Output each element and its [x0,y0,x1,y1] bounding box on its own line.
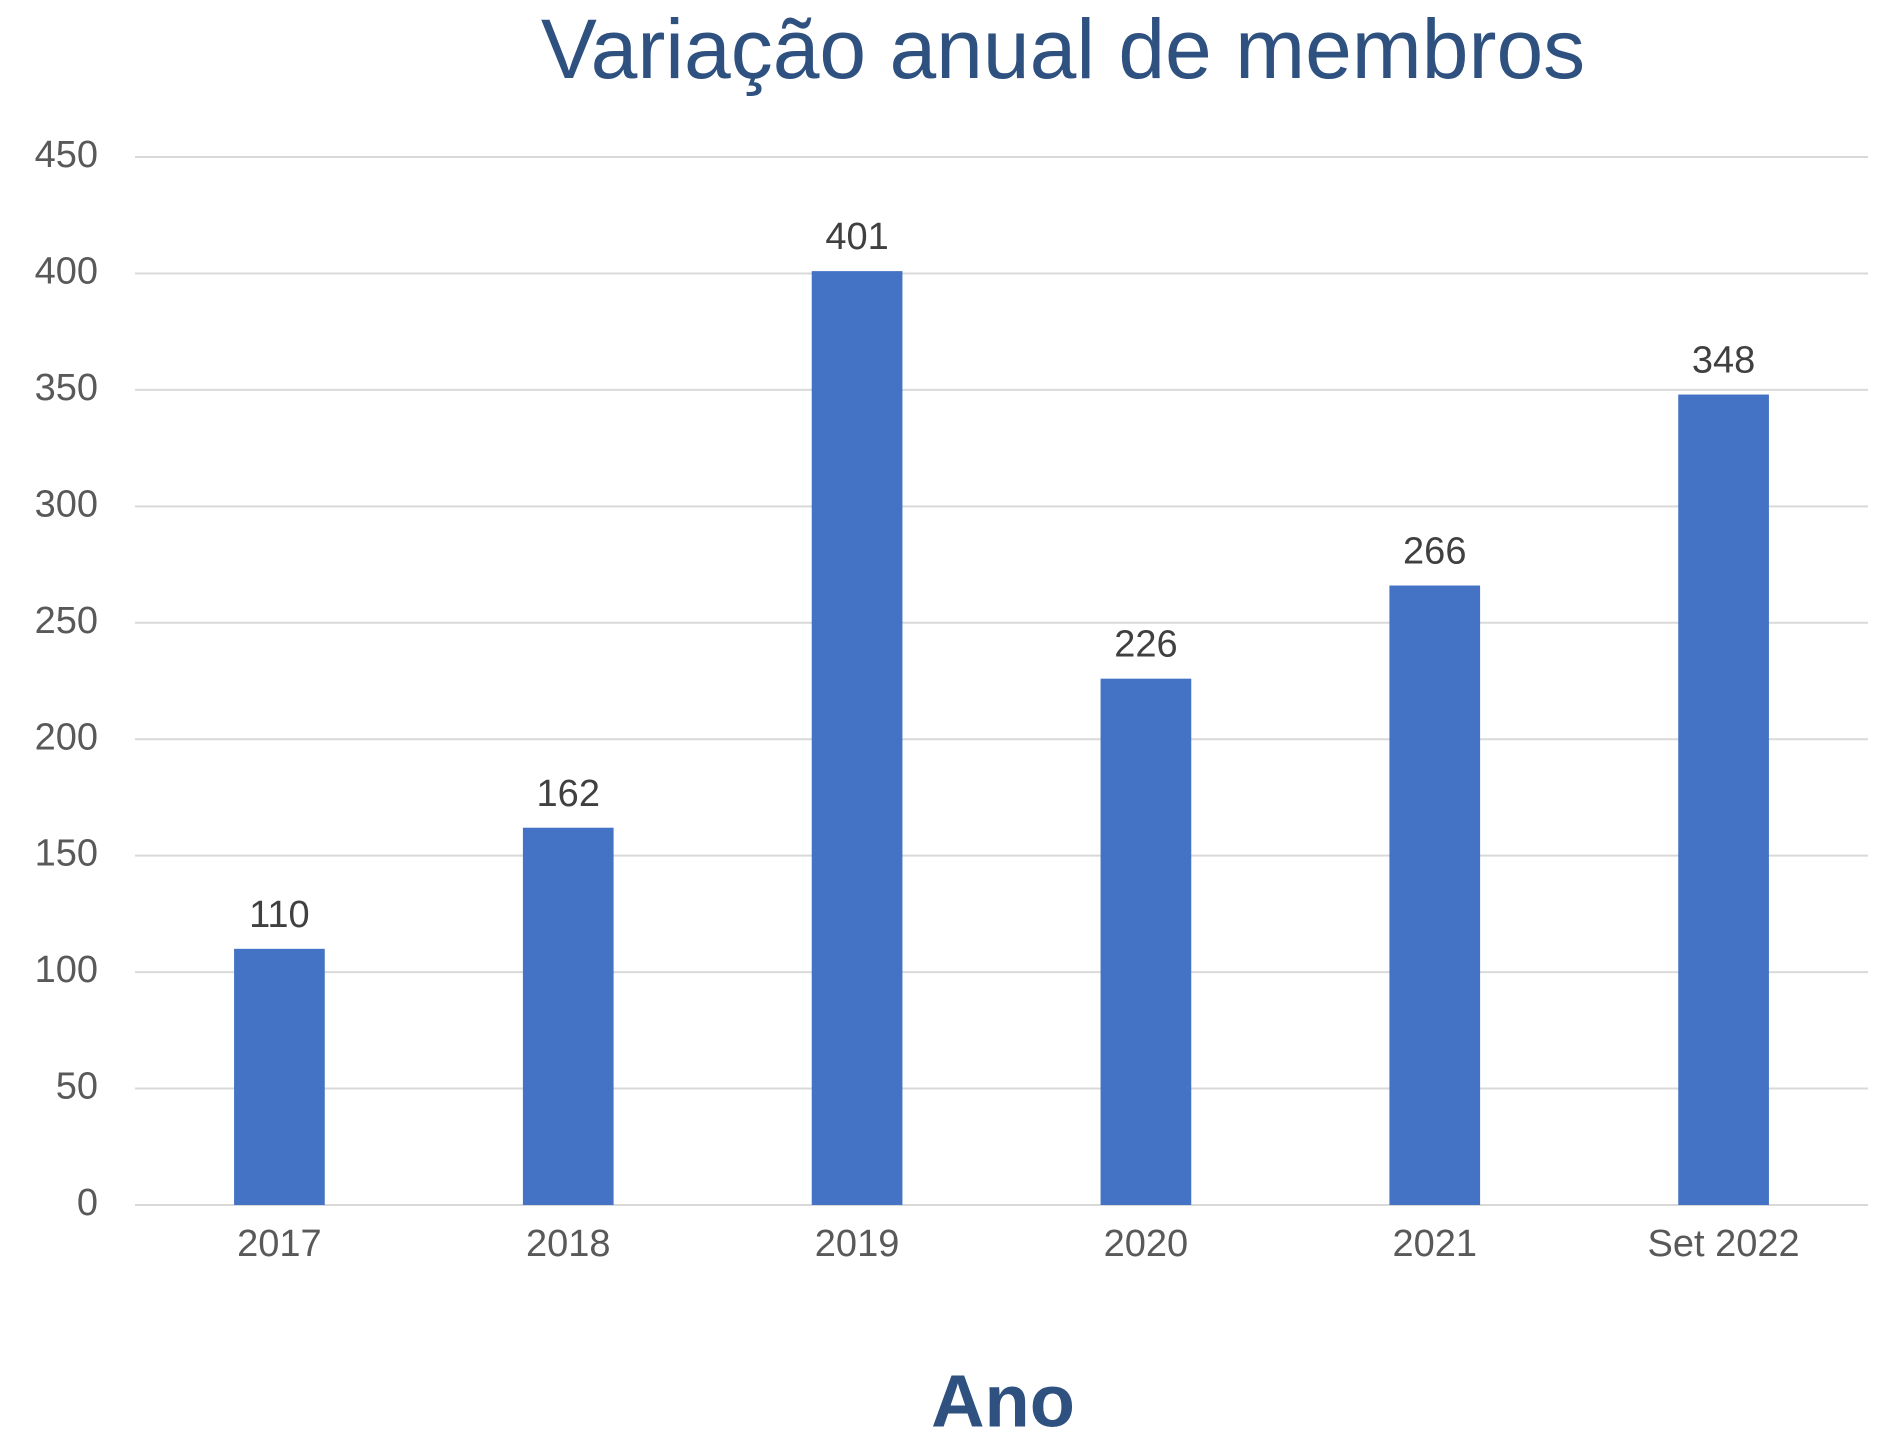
y-tick-label: 300 [35,483,98,525]
data-label: 348 [1692,340,1755,382]
data-label: 226 [1114,624,1177,666]
y-tick-label: 250 [35,600,98,642]
x-tick-label: 2019 [815,1223,900,1265]
x-tick-label: 2018 [526,1223,611,1265]
y-tick-label: 0 [77,1182,98,1224]
x-axis-label: Ano [931,1360,1075,1441]
x-tick-label: Set 2022 [1648,1223,1800,1265]
y-tick-label: 150 [35,833,98,875]
x-tick-label: 2021 [1392,1223,1477,1265]
x-tick-label: 2020 [1104,1223,1189,1265]
y-tick-label: 400 [35,250,98,292]
data-label: 162 [537,773,600,815]
y-tick-label: 100 [35,949,98,991]
bar [1678,394,1769,1206]
data-label: 110 [249,894,310,936]
data-label: 266 [1403,531,1466,573]
data-label: 401 [825,216,888,258]
bar [234,948,325,1205]
bar [1389,585,1481,1205]
y-tick-label: 450 [35,134,98,176]
bar [522,827,614,1205]
x-tick-label: 2017 [237,1223,322,1265]
bar [811,271,903,1205]
y-tick-label: 200 [35,716,98,758]
y-tick-label: 350 [35,367,98,409]
bar [1100,678,1192,1205]
y-tick-label: 50 [56,1066,98,1108]
chart-title: Variação anual de membros [541,2,1585,96]
